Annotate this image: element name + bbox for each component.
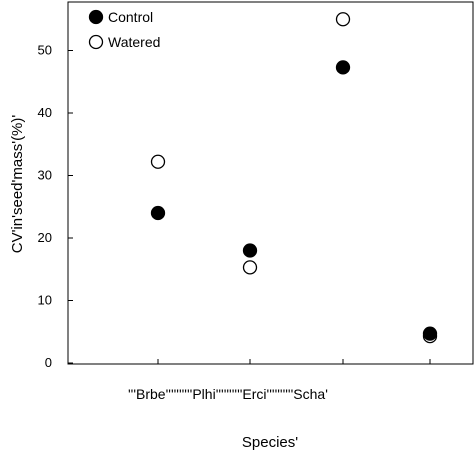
x-category-filler: '''''''''': [216, 386, 243, 402]
plot-frame: [67, 1, 474, 365]
data-points: [150, 12, 438, 344]
watered-legend-marker: [88, 34, 104, 50]
x-category-label: '''Brbe: [128, 386, 166, 402]
control-legend-marker: [88, 9, 104, 25]
y-axis-ticks: 0 10 20 30 40 50: [38, 43, 73, 370]
watered-point: [242, 260, 258, 275]
x-axis-ticks: [157, 359, 431, 364]
x-category-label: Plhi: [192, 386, 215, 402]
control-point: [150, 205, 166, 221]
x-axis-category-labels: '''Brbe''''''''''Plhi''''''''''Erci'''''…: [128, 386, 328, 402]
x-category-label: Scha': [293, 386, 328, 402]
legend: Control Watered: [88, 9, 160, 50]
legend-label: Control: [108, 9, 153, 25]
x-axis-title: Species': [242, 434, 298, 451]
control-point: [422, 326, 438, 341]
x-category-labels: '''Brbe''''''''''Plhi''''''''''Erci'''''…: [128, 386, 328, 402]
y-tick-label: 20: [38, 230, 52, 245]
legend-label: Watered: [108, 34, 160, 50]
x-category-filler: '''''''''': [166, 386, 193, 402]
y-tick-label: 10: [38, 293, 52, 308]
control-point: [335, 60, 351, 75]
x-category-label: Erci: [242, 386, 266, 402]
y-tick-label: 30: [38, 168, 52, 183]
x-category-filler: '''''''''': [267, 386, 294, 402]
watered-point: [335, 12, 351, 27]
watered-point: [150, 154, 166, 169]
control-point: [242, 243, 258, 258]
y-tick-label: 0: [45, 355, 52, 370]
y-axis-title: CV'in'seed'mass'(%)': [9, 115, 26, 254]
y-tick-label: 40: [38, 105, 52, 120]
y-tick-label: 50: [38, 43, 52, 58]
